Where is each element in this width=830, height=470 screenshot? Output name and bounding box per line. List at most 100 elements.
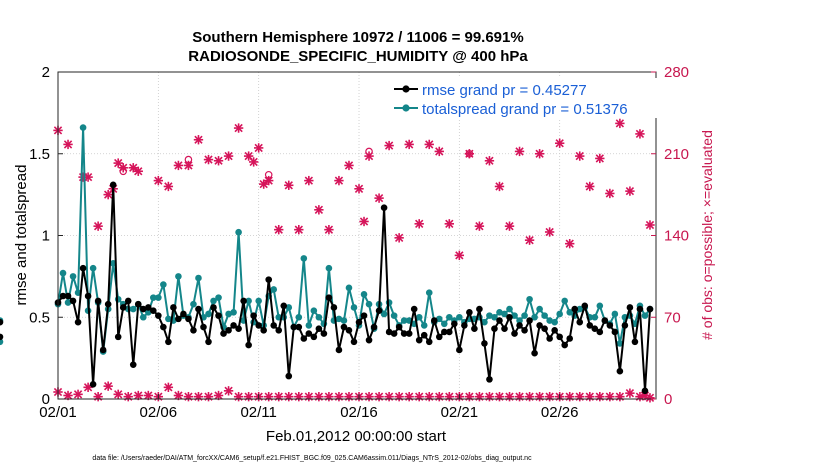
y2-tick-label-3: 210	[664, 146, 689, 163]
series-1-point-90	[506, 305, 513, 313]
series-1-point-99	[551, 318, 558, 326]
series-0-point-108	[596, 328, 604, 336]
series-0-point-94	[526, 317, 533, 324]
series-0-point-103	[571, 305, 579, 313]
obs-evaluated-low-38	[434, 391, 444, 402]
series-0-point-7	[89, 380, 97, 388]
obs-evaluated-high-15	[193, 135, 204, 145]
series-0-point-57	[340, 323, 348, 331]
obs-evaluated-low-57	[625, 388, 635, 398]
series-0-point-95	[531, 349, 538, 357]
legend-marker-spread	[402, 104, 410, 112]
obs-evaluated-high-29	[314, 205, 324, 215]
series-0-point-28	[195, 305, 202, 313]
series-1-point-59	[350, 304, 358, 311]
obs-evaluated-high-25	[274, 224, 284, 235]
series-0-point-62	[365, 336, 373, 344]
series-0-point-86	[486, 376, 493, 383]
series-0-point-21	[160, 323, 167, 331]
series-1-point-2	[64, 299, 72, 306]
series-0-point-5	[79, 264, 87, 272]
series-0-point-69	[400, 330, 408, 337]
obs-evaluated-low-18	[233, 391, 244, 402]
series-0-point-119	[0, 333, 4, 341]
series-1-point-112	[616, 340, 624, 347]
obs-evaluated-low-24	[294, 391, 304, 402]
series-1-point-86	[486, 312, 493, 319]
series-0-point-2	[64, 292, 72, 300]
series-0-point-42	[265, 276, 273, 283]
series-0-point-109	[601, 317, 609, 324]
series-0-point-31	[210, 304, 217, 311]
obs-evaluated-low-11	[163, 382, 174, 393]
series-rmse	[0, 181, 654, 395]
series-1-point-38	[245, 297, 252, 305]
x-tick-label-2: 02/11	[240, 404, 276, 421]
obs-evaluated-high-60	[615, 118, 625, 129]
obs-evaluated-high-37	[384, 140, 394, 151]
obs-evaluated-high-1	[63, 139, 73, 150]
series-0-point-58	[345, 327, 353, 334]
obs-evaluated-high-52	[534, 149, 545, 159]
series-0-point-98	[546, 335, 553, 342]
series-1-point-97	[541, 312, 548, 319]
obs-evaluated-low-36	[414, 391, 424, 402]
series-0-point-26	[185, 315, 192, 323]
series-0-point-10	[104, 300, 112, 308]
series-1-point-17	[139, 313, 147, 321]
series-1-point-80	[456, 313, 463, 321]
series-0-point-67	[390, 330, 398, 337]
x-tick-label-5: 02/26	[541, 404, 579, 421]
series-0-point-93	[521, 327, 528, 334]
obs-evaluated-low-43	[484, 391, 495, 402]
series-0-point-68	[395, 323, 403, 331]
obs-evaluated-high-11	[153, 175, 164, 186]
series-1-point-104	[576, 305, 584, 313]
series-0-point-89	[501, 325, 508, 332]
obs-evaluated-high-18	[223, 151, 234, 161]
series-0-point-60	[355, 318, 363, 326]
series-0-point-114	[626, 304, 634, 311]
series-0-point-104	[576, 318, 584, 326]
series-0-point-73	[420, 331, 428, 339]
series-0-point-66	[385, 328, 393, 336]
obs-evaluated-low-13	[183, 391, 194, 402]
series-1-point-27	[190, 300, 197, 308]
obs-evaluated-low-41	[464, 391, 475, 402]
chart-title-line-1: Southern Hemisphere 10972 / 11006 = 99.6…	[192, 29, 523, 46]
obs-evaluated-high-55	[565, 238, 575, 249]
obs-evaluated-high-44	[454, 250, 465, 261]
series-0-point-32	[215, 312, 222, 319]
series-0-point-88	[496, 317, 503, 324]
series-0-point-4	[74, 318, 82, 326]
series-totalspread	[0, 124, 654, 355]
obs-evaluated-high-28	[304, 175, 314, 186]
series-0-point-12	[114, 333, 122, 341]
series-0-point-52	[315, 325, 323, 332]
obs-evaluated-high-14	[183, 160, 194, 171]
series-0-point-39	[250, 312, 257, 319]
series-1-point-76	[435, 315, 443, 323]
series-0-point-75	[430, 317, 438, 324]
plot-area	[58, 72, 656, 399]
obs-evaluated-low-14	[193, 391, 204, 402]
series-0-point-18	[145, 304, 152, 311]
obs-evaluated-low-23	[284, 391, 294, 402]
series-0-point-71	[410, 305, 418, 313]
obs-evaluated-high-36	[374, 193, 384, 203]
series-1-point-51	[310, 307, 318, 315]
series-0-point-55	[330, 304, 338, 311]
y2-tick-label-1: 70	[664, 309, 681, 326]
series-1-point-7	[89, 264, 97, 272]
series-0-point-44	[275, 327, 283, 334]
obs-evaluated-low-42	[474, 391, 485, 402]
series-1-point-91	[511, 312, 518, 319]
series-0-point-65	[380, 204, 388, 212]
obs-evaluated-high-12	[163, 181, 174, 192]
obs-evaluated-low-8	[133, 390, 143, 401]
obs-evaluated-low-54	[595, 391, 605, 402]
obs-evaluated-high-43	[444, 219, 454, 229]
obs-evaluated-high-16	[203, 154, 214, 165]
series-0-point-61	[360, 312, 368, 319]
